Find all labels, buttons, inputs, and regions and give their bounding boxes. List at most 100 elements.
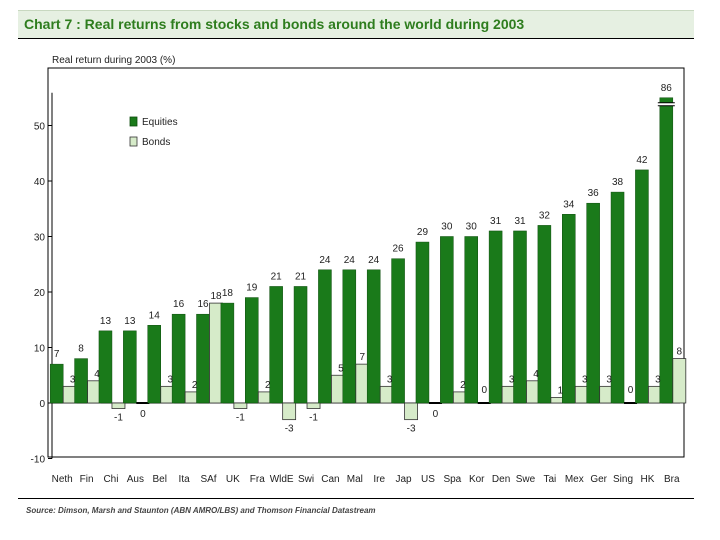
equity-data-label: 86 xyxy=(661,83,673,94)
legend-swatch-equities xyxy=(129,116,138,127)
x-tick-label: Neth xyxy=(52,474,73,485)
bond-data-label: 18 xyxy=(210,291,222,302)
equity-bar-kor xyxy=(464,236,478,404)
equity-data-label: 30 xyxy=(441,222,453,233)
y-axis-label: Real return during 2003 (%) xyxy=(52,55,175,66)
equity-bar-us xyxy=(415,241,430,404)
bond-bar-wlde xyxy=(282,402,297,421)
bond-bar-fin xyxy=(87,380,101,404)
top-rule xyxy=(18,38,694,39)
equity-data-label: 34 xyxy=(563,199,575,210)
y-tick-label: -10 xyxy=(31,455,46,466)
bond-bar-swi xyxy=(306,402,321,409)
bond-data-label: -3 xyxy=(407,424,416,435)
equity-bar-fin xyxy=(74,358,88,404)
bond-data-label: -1 xyxy=(114,413,123,424)
equity-bar-uk xyxy=(220,302,235,404)
equity-bar-wlde xyxy=(269,286,283,404)
equity-data-label: 18 xyxy=(222,288,234,299)
bond-bar-bel xyxy=(160,385,175,404)
bond-bar-tai xyxy=(550,397,565,404)
legend-label-equities: Equities xyxy=(142,117,178,128)
bond-data-label: 7 xyxy=(360,352,366,363)
bond-data-label: 3 xyxy=(655,374,661,385)
bond-data-label: 3 xyxy=(509,374,515,385)
equity-bar-chi xyxy=(98,330,113,404)
source-note: Source: Dimson, Marsh and Staunton (ABN … xyxy=(26,506,376,515)
bond-data-label: 0 xyxy=(628,385,634,396)
bond-data-label: 3 xyxy=(606,374,612,385)
bond-bar-saf xyxy=(209,302,223,404)
x-tick-label: Bra xyxy=(664,474,680,485)
bond-bar-mex xyxy=(574,385,589,404)
bond-bar-fra xyxy=(257,391,272,404)
equity-data-label: 13 xyxy=(124,316,136,327)
x-tick-label: UK xyxy=(226,474,240,485)
equity-bar-ita xyxy=(171,313,186,404)
x-tick-label: Spa xyxy=(443,474,461,485)
chart-header: Chart 7 : Real returns from stocks and b… xyxy=(18,10,694,39)
equity-bar-bra xyxy=(659,97,674,404)
equity-data-label: 16 xyxy=(197,299,209,310)
x-tick-label: Den xyxy=(492,474,510,485)
bond-data-label: 8 xyxy=(677,347,683,358)
bond-bar-den xyxy=(501,385,516,404)
bond-data-label: 2 xyxy=(265,380,271,391)
bond-data-label: 1 xyxy=(558,385,564,396)
equity-bar-saf xyxy=(196,313,210,404)
equity-data-label: 19 xyxy=(246,283,258,294)
bond-bar-mal xyxy=(355,363,370,404)
bottom-rule xyxy=(18,498,694,499)
x-tick-label: Can xyxy=(321,474,339,485)
equity-data-label: 16 xyxy=(173,299,185,310)
bond-bar-hk xyxy=(648,385,662,404)
bond-bar-ger xyxy=(599,385,614,404)
equity-data-label: 14 xyxy=(149,310,161,321)
equity-data-label: 8 xyxy=(78,344,84,355)
bond-bar-jap xyxy=(404,402,418,421)
bond-bar-uk xyxy=(233,402,248,409)
equity-bar-den xyxy=(488,230,503,404)
x-tick-label: Tai xyxy=(543,474,556,485)
x-tick-label: SAf xyxy=(200,474,216,485)
x-tick-label: Sing xyxy=(613,474,633,485)
y-tick-label: 50 xyxy=(34,122,46,133)
equity-data-label: 42 xyxy=(636,155,648,166)
bond-data-label: 0 xyxy=(481,385,487,396)
x-tick-label: HK xyxy=(640,474,654,485)
equity-data-label: 21 xyxy=(295,271,307,282)
bond-data-label: 3 xyxy=(70,374,76,385)
x-tick-label: Mal xyxy=(347,474,363,485)
x-tick-label: Jap xyxy=(396,474,413,485)
bond-data-label: 4 xyxy=(94,369,100,380)
equity-bar-neth xyxy=(49,363,64,404)
equity-data-label: 32 xyxy=(539,210,551,221)
x-tick-label: Chi xyxy=(103,474,118,485)
axis-break-gap xyxy=(658,102,674,106)
equity-data-label: 29 xyxy=(417,227,429,238)
bond-data-label: 3 xyxy=(582,374,588,385)
equity-bar-fra xyxy=(245,297,259,404)
y-tick-label: 30 xyxy=(34,233,46,244)
legend-label-bonds: Bonds xyxy=(142,137,170,148)
equity-bar-ire xyxy=(366,269,381,404)
y-tick-label: 40 xyxy=(34,177,46,188)
bond-bar-chi xyxy=(111,402,126,409)
bond-bar-neth xyxy=(62,385,77,404)
bond-data-label: -3 xyxy=(285,424,294,435)
bond-data-label: 2 xyxy=(460,380,466,391)
x-tick-label: Swi xyxy=(298,474,314,485)
bond-data-label: -1 xyxy=(236,413,245,424)
y-tick-label: 0 xyxy=(39,399,45,410)
equity-data-label: 31 xyxy=(490,216,502,227)
bond-bar-spa xyxy=(452,391,467,404)
equity-bar-aus xyxy=(123,330,137,404)
equity-data-label: 13 xyxy=(100,316,112,327)
bond-data-label: 2 xyxy=(192,380,198,391)
equity-data-label: 36 xyxy=(588,188,600,199)
x-tick-label: Aus xyxy=(127,474,144,485)
equity-data-label: 21 xyxy=(271,271,283,282)
x-tick-label: Ger xyxy=(590,474,607,485)
x-tick-label: Bel xyxy=(153,474,167,485)
